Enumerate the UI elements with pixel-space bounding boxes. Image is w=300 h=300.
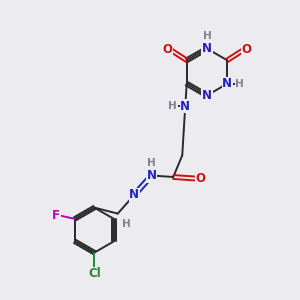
Text: N: N bbox=[202, 42, 212, 55]
Text: H: H bbox=[168, 101, 177, 111]
Text: N: N bbox=[180, 100, 190, 113]
Text: Cl: Cl bbox=[88, 267, 101, 280]
Text: O: O bbox=[196, 172, 206, 185]
Text: H: H bbox=[236, 79, 244, 89]
Text: H: H bbox=[122, 219, 131, 229]
Text: O: O bbox=[162, 43, 172, 56]
Text: N: N bbox=[202, 89, 212, 102]
Text: O: O bbox=[242, 43, 252, 56]
Text: N: N bbox=[147, 169, 157, 182]
Text: N: N bbox=[129, 188, 139, 202]
Text: F: F bbox=[52, 209, 60, 222]
Text: H: H bbox=[147, 158, 155, 168]
Text: N: N bbox=[222, 77, 232, 90]
Text: H: H bbox=[203, 31, 212, 41]
